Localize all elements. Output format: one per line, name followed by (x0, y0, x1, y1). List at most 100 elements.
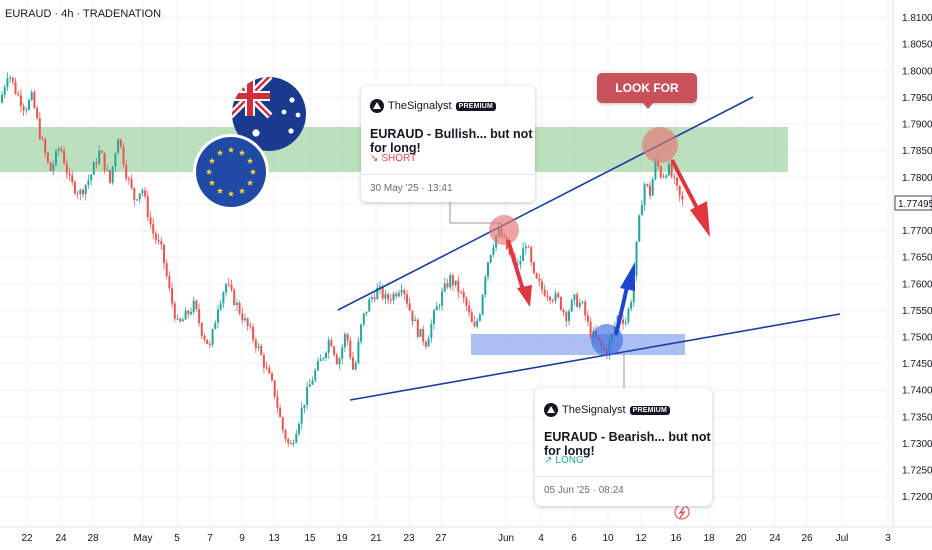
candle-body (130, 178, 133, 189)
candle-body (435, 306, 438, 311)
candle-body (654, 161, 657, 180)
candle-body (622, 319, 624, 324)
x-tick-label: 27 (435, 533, 447, 544)
candle-body (635, 241, 638, 276)
candle-body (100, 150, 103, 153)
eu-star-icon (238, 187, 246, 194)
x-tick-label: 20 (735, 533, 747, 544)
candle-body (468, 305, 471, 313)
candle-body (346, 334, 349, 341)
candle-body (117, 139, 120, 154)
candle-body (535, 273, 538, 279)
candle-body (187, 310, 190, 314)
candle-body (586, 315, 589, 322)
candle-body (651, 179, 654, 196)
idea-title[interactable]: EURAUD - Bearish... but not for long! (544, 430, 711, 458)
candle-body (90, 174, 93, 181)
y-tick-label: 1.79500 (902, 93, 932, 104)
candle-body (125, 164, 128, 179)
candle-body (460, 291, 462, 293)
candle-body (200, 322, 203, 336)
candle-body (630, 302, 633, 309)
time-axis[interactable]: 22 24 28 May 5 7 9 13 15 19 21 23 27 Jun 4 6 10 12 16 18 20 2… (0, 526, 932, 544)
price-axis[interactable]: 1.81000 1.80500 1.80000 1.79500 1.79000 1.785… (892, 0, 932, 550)
candle-body (481, 294, 484, 315)
candle-body (360, 324, 363, 342)
card-brand: TheSignalyst (388, 100, 452, 112)
candle-body (46, 152, 49, 163)
candle-body (414, 319, 417, 322)
candle-body (76, 193, 79, 195)
lightning-icon[interactable] (674, 504, 690, 520)
candle-body (370, 297, 373, 300)
candle-body (454, 280, 457, 286)
candle-body (55, 150, 57, 165)
candle-body (152, 224, 155, 234)
candle-body (338, 358, 341, 365)
candle-body (665, 175, 668, 178)
candle-body (157, 239, 160, 242)
candle-body (530, 247, 533, 263)
y-tick-label: 1.75000 (902, 332, 932, 343)
candle-body (138, 193, 141, 200)
candle-body (478, 314, 481, 321)
y-tick-label: 1.80000 (902, 66, 932, 77)
candle-body (492, 247, 495, 255)
premium-badge: PREMIUM (629, 405, 671, 415)
candle-body (14, 81, 17, 94)
candle-body (103, 152, 106, 171)
candle-body (252, 327, 255, 340)
candle-body (30, 92, 33, 100)
idea-card-short[interactable]: TheSignalyst PREMIUM EURAUD - Bullish...… (361, 86, 535, 202)
candle-body (254, 339, 257, 348)
candle-body (308, 384, 311, 387)
upper-trendline[interactable] (337, 96, 754, 311)
y-tick-label: 1.73500 (902, 412, 932, 423)
candle-body (119, 139, 122, 147)
x-tick-label: 23 (403, 533, 415, 544)
candle-body (195, 300, 198, 310)
eu-star-icon (205, 168, 213, 175)
candle-body (244, 318, 246, 321)
candle-body (57, 148, 60, 151)
candle-body (551, 300, 554, 302)
candle-body (314, 370, 317, 381)
last-price-value: 1.77495 (898, 199, 932, 210)
x-tick-label: 3 (885, 533, 891, 544)
candle-body (190, 312, 192, 314)
candle-body (676, 177, 678, 186)
x-tick-label: Jun (498, 533, 514, 544)
idea-card-long[interactable]: TheSignalyst PREMIUM EURAUD - Bearish...… (535, 388, 712, 506)
lower-trendline[interactable] (349, 313, 841, 401)
candle-body (160, 241, 163, 245)
x-tick-label: 10 (602, 533, 614, 544)
candle-body (565, 312, 568, 321)
candle-body (109, 170, 111, 183)
eu-star-icon (208, 157, 216, 164)
candle-body (235, 302, 238, 305)
x-tick-label: 7 (207, 533, 213, 544)
candle-body (581, 301, 584, 303)
idea-title[interactable]: EURAUD - Bullish... but not for long! (370, 127, 533, 155)
candle-body (163, 244, 165, 264)
signalyst-logo-icon (544, 403, 558, 417)
candle-body (271, 373, 273, 381)
candle-body (446, 283, 449, 288)
candle-body (549, 296, 552, 301)
candle-body (673, 176, 676, 178)
candle-body (44, 139, 47, 153)
candle-body (300, 407, 303, 424)
blue-arrow-up (614, 262, 635, 336)
candle-body (516, 264, 519, 266)
y-tick-label: 1.80500 (902, 40, 932, 51)
x-tick-label: 18 (703, 533, 715, 544)
x-tick-label: 21 (370, 533, 382, 544)
eu-star-icon (249, 168, 257, 175)
candle-body (203, 335, 206, 340)
candle-body (36, 108, 39, 118)
candle-body (241, 313, 244, 321)
candle-body (365, 311, 368, 314)
candle-body (387, 294, 390, 300)
candle-body (146, 196, 149, 218)
